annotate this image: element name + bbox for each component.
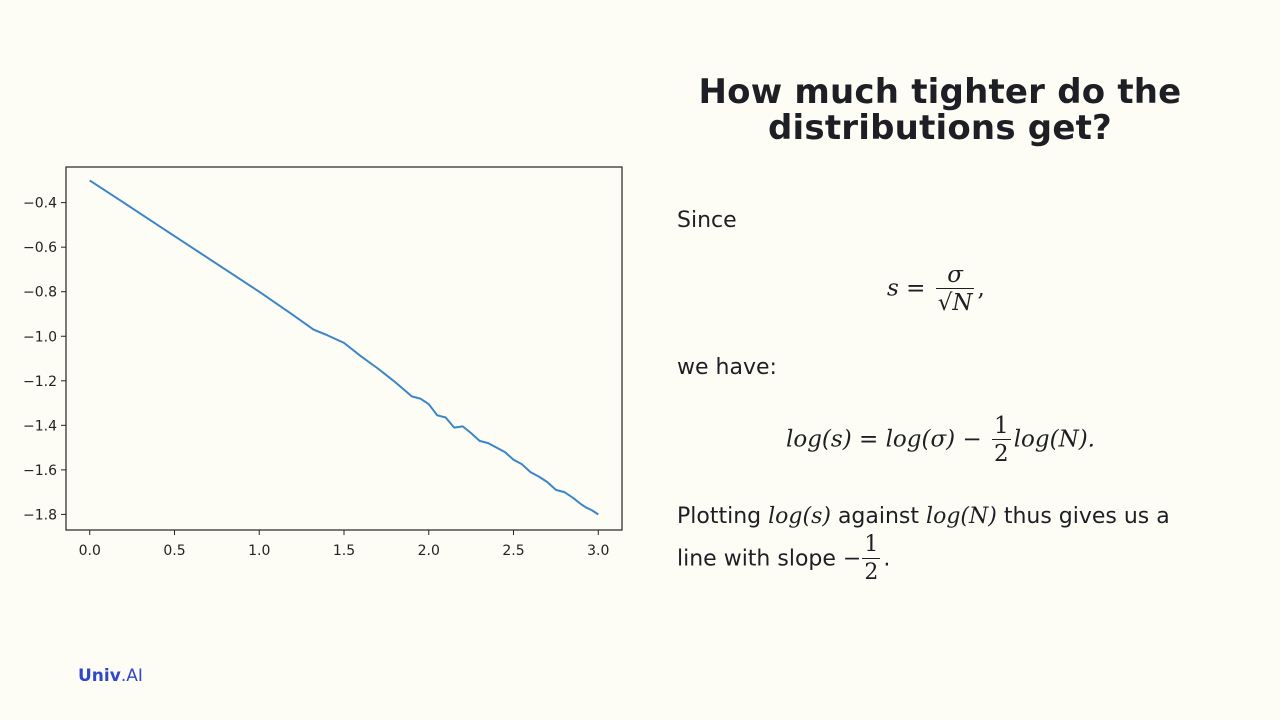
slope-fraction: 1 2	[862, 532, 881, 587]
eq1-tail: ,	[977, 275, 985, 302]
y-tick-label: −0.8	[23, 285, 57, 301]
inline-log-s: log(s)	[768, 504, 831, 529]
brand-logo: Univ.AI	[78, 666, 143, 686]
x-tick-label: 2.5	[502, 543, 524, 559]
thus-text: thus gives us a	[1003, 504, 1170, 529]
slide-title-line-1: How much tighter do the	[698, 72, 1182, 112]
eq1-numerator: σ	[947, 262, 963, 288]
equation-s-sigma: s = σ √N ,	[887, 262, 985, 317]
slope-sign: −	[842, 546, 862, 572]
eq2-numerator: 1	[994, 413, 1009, 439]
eq1-denominator: √N	[935, 288, 975, 316]
eq2-denominator: 2	[992, 439, 1011, 467]
x-tick-label: 2.0	[418, 543, 440, 559]
series-line	[89, 179, 599, 516]
eq2-lhs: log(s) = log(σ) −	[786, 426, 982, 453]
y-tick-label: −1.2	[23, 374, 57, 390]
brand-suffix: AI	[126, 666, 143, 686]
slope-line: line with slope − 1 2 .	[677, 532, 890, 587]
brand-dot: .	[120, 666, 127, 686]
x-tick-label: 1.5	[333, 543, 355, 559]
slope-numerator: 1	[864, 532, 879, 557]
inline-log-n: log(N)	[926, 504, 997, 529]
y-axis-ticks: −0.4 −0.6 −0.8 −1.0 −1.2 −1.4 −1.6 −1.8	[23, 196, 66, 523]
x-tick-label: 0.0	[79, 543, 101, 559]
plotting-prefix: Plotting	[677, 504, 762, 529]
eq2-fraction: 1 2	[992, 413, 1011, 468]
slide-title-line-2: distributions get?	[768, 108, 1112, 148]
y-tick-label: −1.6	[23, 463, 57, 479]
since-text: Since	[677, 208, 737, 233]
line-with-slope-text: line with slope	[677, 546, 836, 572]
against-word: against	[837, 504, 920, 529]
x-axis-ticks: 0.0 0.5 1.0 1.5 2.0 2.5 3.0	[79, 530, 609, 559]
slope-tail: .	[883, 546, 891, 572]
y-tick-label: −0.4	[23, 196, 57, 212]
we-have-text: we have:	[677, 355, 777, 380]
brand-name: Univ	[78, 666, 121, 686]
x-tick-label: 0.5	[163, 543, 185, 559]
y-tick-label: −1.4	[23, 418, 57, 434]
y-tick-label: −1.8	[23, 507, 57, 523]
x-tick-label: 1.0	[248, 543, 270, 559]
y-tick-label: −0.6	[23, 240, 57, 256]
y-tick-label: −1.0	[23, 329, 57, 345]
slope-denominator: 2	[862, 558, 881, 585]
eq1-fraction: σ √N	[935, 262, 975, 317]
equation-log-s: log(s) = log(σ) − 1 2 log(N).	[786, 413, 1095, 468]
x-tick-label: 3.0	[587, 543, 609, 559]
plotting-paragraph: Plotting log(s) against log(N) thus give…	[677, 503, 1170, 531]
slide-title: How much tighter do the distributions ge…	[660, 74, 1220, 146]
eq2-tail: log(N).	[1013, 426, 1095, 453]
line-chart: −0.4 −0.6 −0.8 −1.0 −1.2 −1.4 −1.6 −1.8 0.0 0.5 1…	[23, 166, 623, 559]
eq1-lhs: s =	[887, 275, 926, 302]
